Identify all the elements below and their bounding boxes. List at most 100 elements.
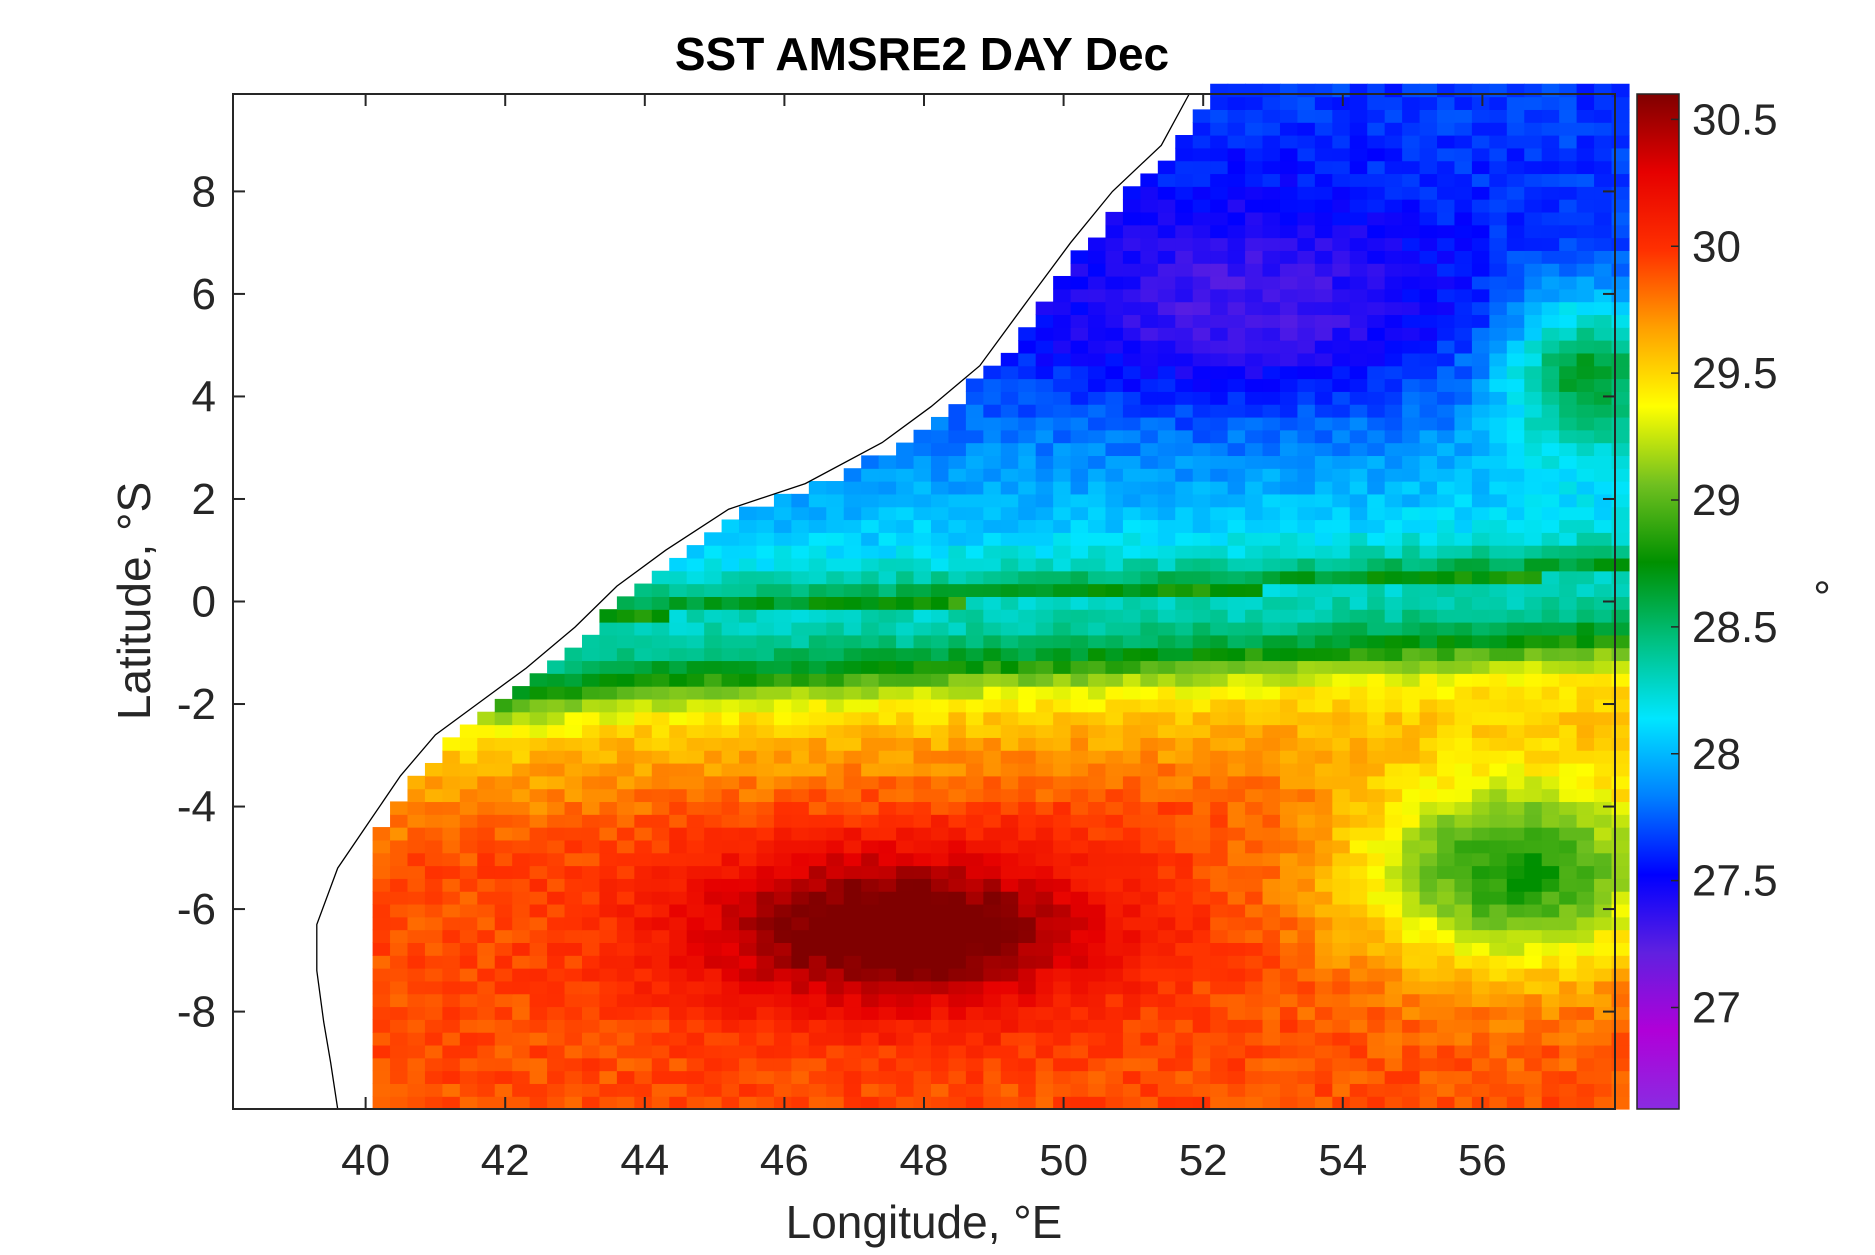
heatmap-cell <box>808 647 827 662</box>
heatmap-cell <box>442 891 461 905</box>
heatmap-cell <box>1175 557 1194 572</box>
heatmap-cell <box>1437 980 1456 995</box>
heatmap-cell <box>1576 481 1595 495</box>
heatmap-cell <box>616 903 635 918</box>
heatmap-cell <box>826 891 845 905</box>
heatmap-cell <box>1594 135 1613 149</box>
heatmap-cell <box>1157 340 1176 354</box>
heatmap-cell <box>1053 673 1072 687</box>
heatmap-cell <box>1349 711 1368 726</box>
heatmap-cell <box>634 775 653 790</box>
heatmap-cell <box>651 1044 670 1059</box>
heatmap-cell <box>878 916 897 931</box>
heatmap-cell <box>1332 83 1351 98</box>
heatmap-cell <box>1175 135 1194 149</box>
heatmap-cell <box>721 814 740 828</box>
heatmap-cell <box>634 762 653 777</box>
heatmap-cell <box>686 762 705 777</box>
heatmap-cell <box>634 673 653 687</box>
heatmap-cell <box>1506 1083 1525 1097</box>
heatmap-cell <box>1454 135 1473 149</box>
heatmap-cell <box>1559 416 1578 431</box>
heatmap-cell <box>494 1032 513 1046</box>
heatmap-cell <box>739 634 758 649</box>
heatmap-cell <box>948 916 967 931</box>
heatmap-cell <box>616 711 635 726</box>
heatmap-cell <box>1035 647 1054 662</box>
heatmap-cell <box>1576 775 1595 790</box>
heatmap-cell <box>1262 827 1281 841</box>
heatmap-cell <box>843 1070 862 1084</box>
heatmap-cell <box>1471 839 1490 854</box>
heatmap-cell <box>861 481 880 495</box>
heatmap-cell <box>390 993 409 1008</box>
heatmap-cell <box>442 1070 461 1084</box>
heatmap-cell <box>913 814 932 828</box>
heatmap-cell <box>1279 993 1299 1008</box>
heatmap-cell <box>1035 301 1054 316</box>
heatmap-cell <box>1489 711 1508 726</box>
heatmap-cell <box>1437 647 1456 662</box>
heatmap-cell <box>948 839 967 854</box>
heatmap-cell <box>1437 122 1456 136</box>
heatmap-cell <box>808 545 827 559</box>
heatmap-cell <box>1157 288 1176 303</box>
heatmap-cell <box>1349 468 1368 482</box>
heatmap-cell <box>1541 891 1560 905</box>
heatmap-cell <box>1035 878 1054 892</box>
heatmap-cell <box>1000 750 1019 764</box>
heatmap-cell <box>930 711 950 726</box>
heatmap-cell <box>861 852 880 867</box>
heatmap-cell <box>1088 301 1107 316</box>
heatmap-cell <box>1367 865 1386 879</box>
heatmap-cell <box>1105 481 1124 495</box>
heatmap-cell <box>1279 545 1299 559</box>
heatmap-cell <box>826 1083 845 1097</box>
heatmap-cell <box>564 903 583 918</box>
heatmap-cell <box>948 801 967 815</box>
heatmap-cell <box>1559 442 1578 457</box>
heatmap-cell <box>1576 570 1595 585</box>
heatmap-cell <box>424 993 443 1008</box>
heatmap-cell <box>1437 673 1456 687</box>
heatmap-cell <box>843 1096 862 1110</box>
heatmap-cell <box>1349 570 1368 585</box>
heatmap-cell <box>1053 455 1072 469</box>
heatmap-cell <box>1402 352 1421 367</box>
heatmap-cell <box>1594 929 1613 943</box>
heatmap-cell <box>1489 275 1508 290</box>
heatmap-cell <box>1419 263 1438 277</box>
heatmap-cell <box>791 1096 810 1110</box>
heatmap-cell <box>1437 365 1456 380</box>
heatmap-cell <box>1297 96 1316 110</box>
heatmap-cell <box>1506 878 1525 892</box>
heatmap-cell <box>1541 250 1560 264</box>
heatmap-cell <box>1367 250 1386 264</box>
heatmap-cell <box>1175 237 1194 251</box>
heatmap-cell <box>1070 968 1089 982</box>
heatmap-cell <box>1594 109 1613 123</box>
heatmap-cell <box>826 814 845 828</box>
heatmap-cell <box>1279 968 1299 982</box>
heatmap-cell <box>686 955 705 969</box>
heatmap-cell <box>1576 583 1595 597</box>
heatmap-cell <box>459 903 478 918</box>
heatmap-cell <box>1524 942 1543 956</box>
heatmap-cell <box>1611 557 1630 572</box>
heatmap-cell <box>721 1057 740 1072</box>
heatmap-cell <box>1489 442 1508 457</box>
heatmap-cell <box>1506 237 1525 251</box>
heatmap-cell <box>564 839 583 854</box>
heatmap-cell <box>1018 365 1037 380</box>
heatmap-cell <box>756 673 775 687</box>
heatmap-cell <box>1227 301 1246 316</box>
heatmap-cell <box>930 468 950 482</box>
heatmap-cell <box>1157 737 1176 751</box>
heatmap-cell <box>1053 660 1072 674</box>
heatmap-cell <box>1489 1096 1508 1110</box>
heatmap-cell <box>1175 955 1194 969</box>
heatmap-cell <box>1297 980 1316 995</box>
heatmap-cell <box>1314 186 1333 200</box>
heatmap-cell <box>878 711 897 726</box>
